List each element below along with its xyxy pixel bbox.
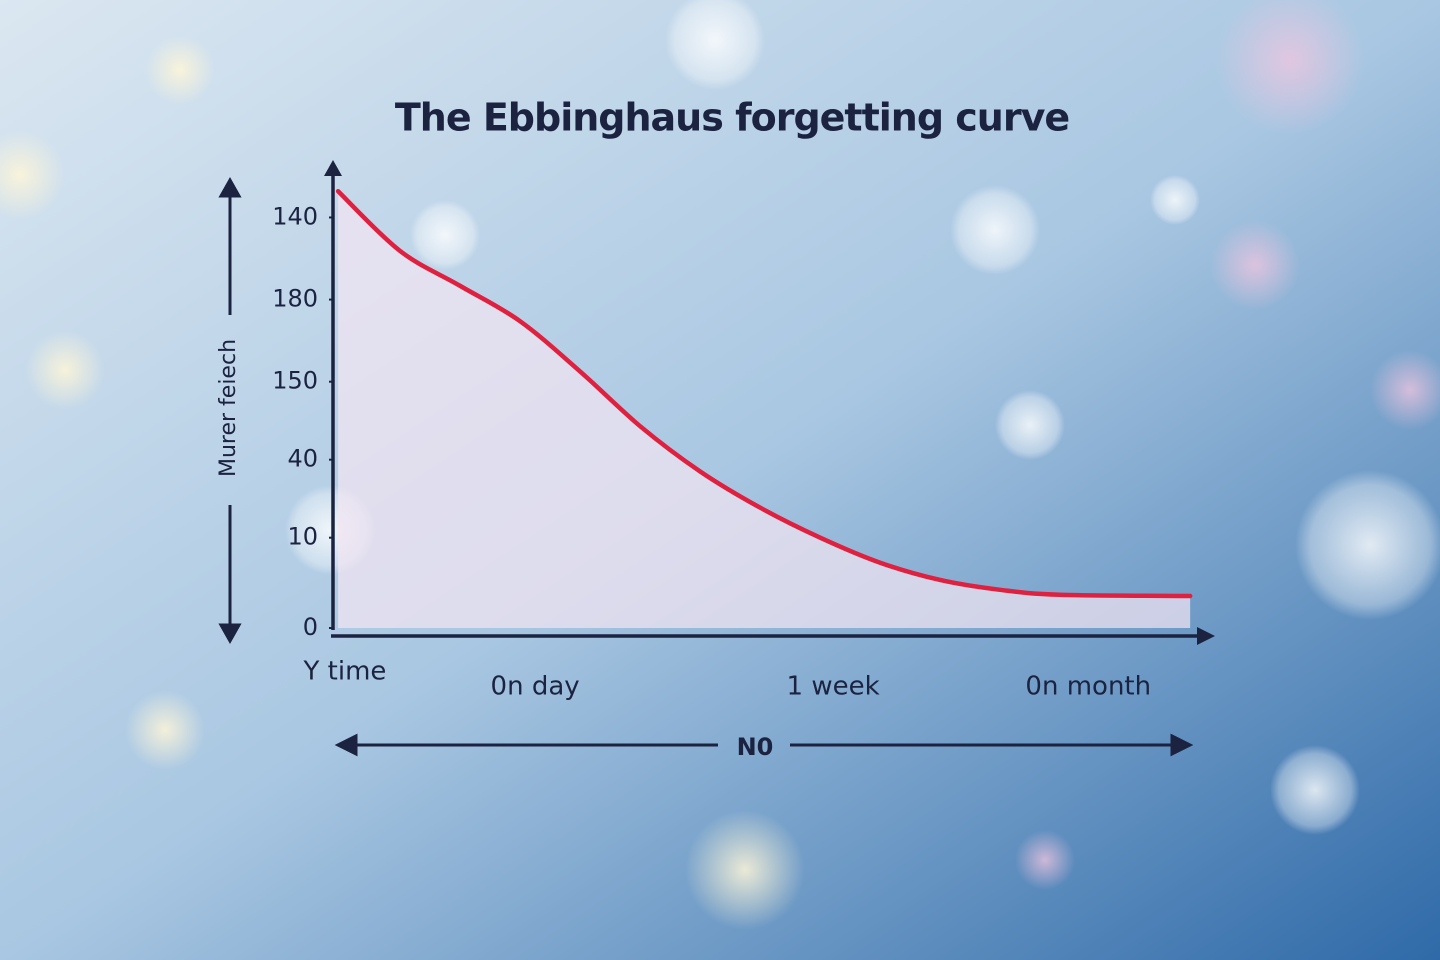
y-tick-label: 140	[272, 202, 318, 230]
y-range-arrow	[218, 176, 242, 645]
y-axis-label: Murer feiech	[216, 339, 241, 477]
x-tick-label: 0n day	[491, 672, 580, 702]
x-range-arrow	[334, 733, 1194, 757]
y-tick-label: 10	[287, 523, 318, 551]
x-axis-arrow	[1197, 627, 1215, 645]
y-tick-label: 150	[272, 367, 318, 395]
x-axis-label: N0	[737, 733, 774, 761]
x-tick-label: 1 week	[787, 672, 880, 702]
y-axis-arrow	[324, 160, 342, 176]
area	[338, 191, 1191, 628]
bokeh	[0, 0, 1440, 930]
y-tick-label: 0	[303, 613, 318, 641]
x-tick-label: 0n month	[1025, 672, 1151, 702]
chart-title: The Ebbinghaus forgetting curve	[395, 96, 1069, 140]
line	[335, 188, 1193, 599]
x-tick-label: Y time	[303, 657, 387, 687]
y-tick-label: 180	[272, 285, 318, 313]
y-tick-label: 40	[287, 445, 318, 473]
